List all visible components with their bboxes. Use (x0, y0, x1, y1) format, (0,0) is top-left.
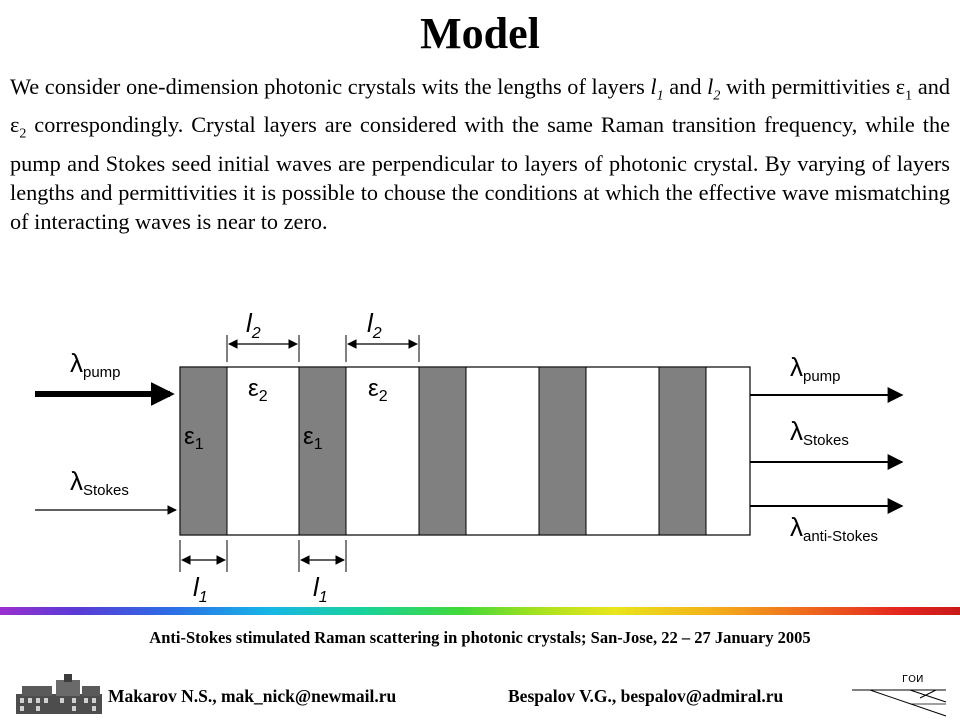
eps2-label: ε2 (368, 375, 388, 405)
rainbow-divider (0, 607, 960, 615)
slide-title: Model (420, 9, 540, 58)
crystal-layer-eps1 (418, 366, 467, 536)
conference-line: Anti-Stokes stimulated Raman scattering … (149, 628, 811, 647)
input-stokes-label: λStokes (70, 466, 129, 499)
eps1-label: ε1 (303, 423, 323, 453)
l2-label: l2 (246, 308, 261, 342)
l1-label: l1 (313, 572, 328, 606)
crystal-layer-eps1 (298, 366, 347, 536)
crystal-layer-eps1 (658, 366, 707, 536)
l1-label: l1 (193, 572, 208, 606)
output-stokes-label: λStokes (790, 416, 849, 449)
output-pump-label: λpump (790, 352, 841, 385)
author-bespalov: Bespalov V.G., bespalov@admiral.ru (508, 686, 784, 706)
crystal-layer-eps1 (538, 366, 587, 536)
goi-logo: ГОИ (852, 674, 947, 717)
eps1-label: ε1 (184, 423, 204, 453)
author-makarov: Makarov N.S., mak_nick@newmail.ru (108, 686, 397, 706)
description-paragraph: We consider one-dimension photonic cryst… (10, 74, 951, 234)
goi-logo-text: ГОИ (902, 674, 923, 685)
crystal-layer-eps1 (179, 366, 228, 536)
output-anti-stokes-label: λanti-Stokes (790, 512, 878, 545)
l2-label: l2 (367, 308, 382, 342)
photonic-crystal-diagram: ε1 ε1 ε2 ε2 l2 l2 l1 l1 λpump λStokes λp… (35, 308, 904, 606)
eps2-label: ε2 (248, 375, 268, 405)
institute-building-logo (16, 674, 102, 714)
input-pump-label: λpump (70, 348, 121, 381)
